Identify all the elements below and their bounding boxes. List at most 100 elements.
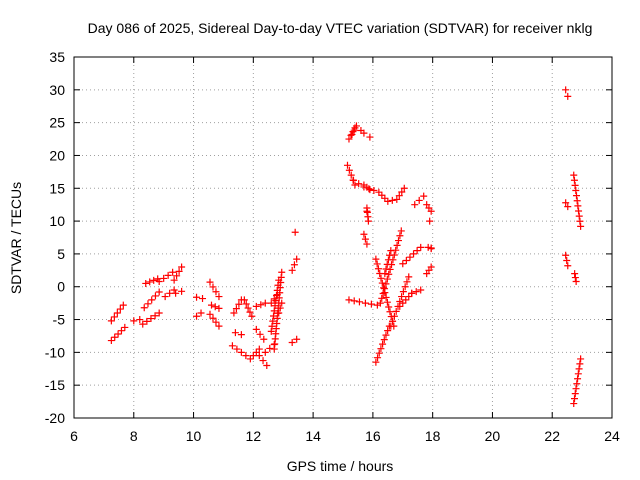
- data-point: [363, 240, 371, 248]
- data-point: [172, 289, 180, 297]
- data-point: [372, 255, 380, 263]
- data-point: [403, 278, 411, 286]
- data-point: [392, 307, 400, 315]
- data-point: [249, 352, 257, 360]
- y-tick-label: -5: [53, 312, 66, 328]
- data-point: [380, 336, 388, 344]
- y-tick-label: 30: [49, 82, 65, 98]
- data-point: [575, 207, 583, 215]
- data-point: [366, 133, 374, 141]
- data-point: [374, 354, 382, 362]
- data-point: [375, 188, 383, 196]
- data-point: [140, 304, 148, 312]
- chart-title: Day 086 of 2025, Sidereal Day-to-day VTE…: [88, 20, 593, 36]
- data-point: [155, 309, 163, 317]
- data-point: [255, 352, 263, 360]
- data-point: [146, 278, 154, 286]
- data-point: [361, 235, 369, 243]
- data-point: [378, 191, 386, 199]
- data-point: [235, 300, 243, 308]
- data-point: [378, 279, 386, 287]
- data-point: [571, 274, 579, 282]
- data-point: [206, 278, 214, 286]
- data-point: [420, 192, 428, 200]
- data-point: [575, 365, 583, 373]
- data-point: [252, 348, 260, 356]
- data-point: [169, 268, 177, 276]
- data-point: [394, 237, 402, 245]
- data-point: [426, 217, 434, 225]
- x-tick-label: 14: [305, 428, 321, 444]
- data-point: [360, 183, 368, 191]
- data-point: [384, 327, 392, 335]
- data-point: [572, 192, 580, 200]
- data-point: [427, 207, 435, 215]
- data-point: [562, 251, 570, 259]
- data-point: [244, 304, 252, 312]
- data-point: [293, 255, 301, 263]
- data-point: [564, 203, 572, 211]
- data-point: [246, 308, 254, 316]
- data-point: [382, 265, 390, 273]
- data-point: [564, 262, 572, 270]
- data-point: [237, 348, 245, 356]
- data-point: [178, 263, 186, 271]
- y-tick-label: 35: [49, 49, 65, 65]
- data-point: [360, 230, 368, 238]
- data-point: [405, 273, 413, 281]
- data-point: [402, 296, 410, 304]
- data-point: [367, 300, 375, 308]
- data-point: [155, 288, 163, 296]
- data-point: [387, 322, 395, 330]
- data-point: [355, 180, 363, 188]
- data-point: [572, 385, 580, 393]
- data-point: [386, 308, 394, 316]
- data-point: [110, 313, 118, 321]
- data-point: [399, 260, 407, 268]
- data-point: [381, 194, 389, 202]
- data-point: [228, 342, 236, 350]
- data-point: [376, 299, 384, 307]
- data-point: [240, 296, 248, 304]
- data-point: [207, 301, 215, 309]
- data-point: [117, 327, 125, 335]
- y-tick-label: 10: [49, 213, 65, 229]
- data-point: [381, 285, 389, 293]
- data-point: [383, 260, 391, 268]
- data-point: [276, 304, 284, 312]
- data-point: [374, 265, 382, 273]
- data-point: [246, 355, 254, 363]
- data-point: [111, 333, 119, 341]
- data-point: [382, 331, 390, 339]
- data-point: [410, 250, 418, 258]
- data-point: [148, 296, 156, 304]
- data-point: [350, 297, 358, 305]
- data-point: [166, 289, 174, 297]
- y-tick-label: -20: [45, 410, 65, 426]
- data-point: [291, 228, 299, 236]
- data-point: [270, 295, 278, 303]
- data-point: [143, 317, 151, 325]
- data-point: [107, 337, 115, 345]
- data-point: [345, 296, 353, 304]
- data-point: [575, 212, 583, 220]
- data-point: [360, 129, 368, 137]
- data-point: [571, 270, 579, 278]
- data-point: [385, 303, 393, 311]
- data-point: [173, 272, 181, 280]
- data-point: [248, 312, 256, 320]
- data-point: [349, 176, 357, 184]
- data-point: [574, 370, 582, 378]
- data-point: [347, 131, 355, 139]
- data-point: [411, 201, 419, 209]
- data-point: [209, 283, 217, 291]
- data-point: [413, 247, 421, 255]
- data-point: [267, 327, 275, 335]
- data-point: [577, 355, 585, 363]
- data-point: [230, 309, 238, 317]
- data-point: [119, 301, 127, 309]
- data-point: [290, 261, 298, 269]
- data-point: [352, 122, 360, 130]
- y-tick-label: 25: [49, 115, 65, 131]
- data-point: [199, 295, 207, 303]
